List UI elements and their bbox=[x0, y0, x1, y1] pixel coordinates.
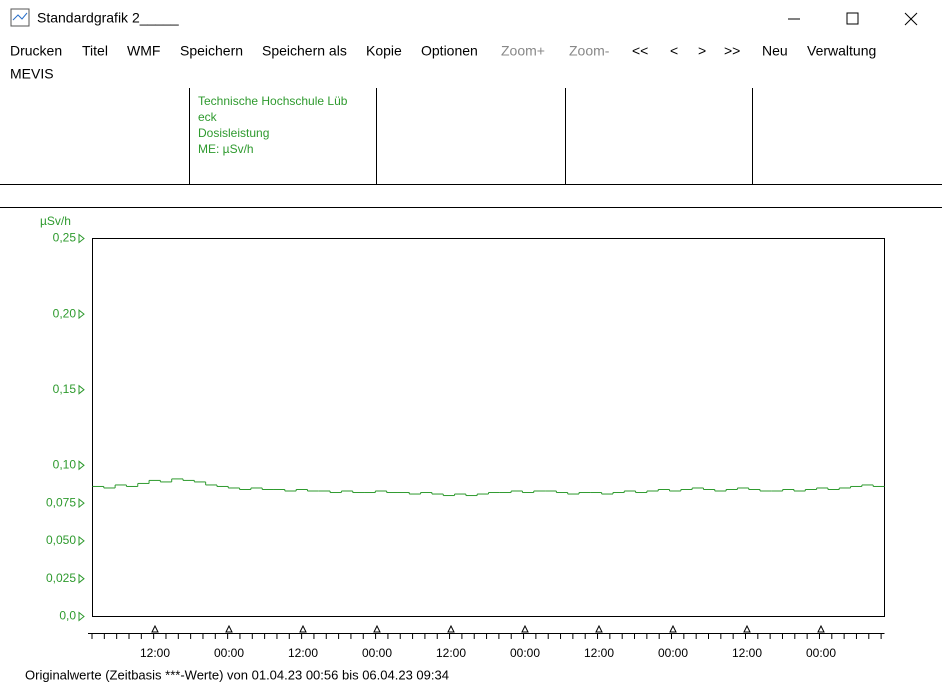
header-line: Technische Hochschule Lüb bbox=[198, 94, 348, 108]
y-tick-mark bbox=[78, 611, 85, 622]
header-line: Dosisleistung bbox=[198, 126, 269, 140]
x-tick-mark bbox=[447, 624, 455, 633]
x-tick-mark bbox=[225, 624, 233, 633]
menu-item[interactable]: Verwaltung bbox=[807, 43, 876, 59]
x-tick-label: 12:00 bbox=[288, 646, 318, 660]
x-tick-mark bbox=[151, 624, 159, 633]
x-tick-mark bbox=[299, 624, 307, 633]
y-tick-label: 0,0 bbox=[59, 609, 76, 623]
x-tick-label: 00:00 bbox=[510, 646, 540, 660]
y-tick-label: 0,10 bbox=[53, 457, 77, 471]
x-tick-label: 00:00 bbox=[362, 646, 392, 660]
y-tick-label: 0,050 bbox=[46, 533, 76, 547]
y-tick-mark bbox=[78, 498, 85, 509]
maximize-button[interactable] bbox=[846, 12, 859, 25]
header-line: eck bbox=[198, 110, 218, 124]
close-button[interactable] bbox=[904, 12, 918, 26]
header-line: ME: µSv/h bbox=[198, 142, 254, 156]
x-tick-mark bbox=[595, 624, 603, 633]
menu-item: Zoom- bbox=[569, 43, 610, 59]
y-tick-mark bbox=[78, 384, 85, 395]
x-tick-label: 00:00 bbox=[214, 646, 244, 660]
footer: Originalwerte (Zeitbasis ***-Werte) von … bbox=[25, 667, 449, 682]
menu-item[interactable]: >> bbox=[724, 43, 740, 59]
x-tick-mark bbox=[817, 624, 825, 633]
x-tick-label: 12:00 bbox=[584, 646, 614, 660]
window-title: Standardgrafik 2_____ bbox=[37, 10, 179, 26]
y-tick-mark bbox=[78, 460, 85, 471]
menu-item: Zoom+ bbox=[501, 43, 545, 59]
menu-item[interactable]: Speichern als bbox=[262, 43, 347, 59]
menu-item[interactable]: WMF bbox=[127, 43, 160, 59]
x-tick-label: 00:00 bbox=[806, 646, 836, 660]
y-tick-label: 0,20 bbox=[53, 306, 77, 320]
app-icon-graph bbox=[12, 12, 28, 21]
menu-item[interactable]: Optionen bbox=[421, 43, 478, 59]
menu-item[interactable]: < bbox=[670, 43, 678, 59]
menu-item[interactable]: MEVIS bbox=[10, 66, 54, 82]
menu-item[interactable]: Drucken bbox=[10, 43, 62, 59]
menu-item[interactable]: Speichern bbox=[180, 43, 243, 59]
chart: µSv/h 0,25 0,20 0,15 0,10 0,075 0,050 0,025 0,0 1… bbox=[25, 214, 885, 682]
y-axis-label: µSv/h bbox=[40, 214, 71, 228]
menu-bar: Drucken Titel WMF Speichern Speichern als Kop… bbox=[10, 43, 876, 82]
header-text: Technische Hochschule Lüb eck Dosisleistun… bbox=[198, 94, 348, 156]
y-tick-label: 0,25 bbox=[53, 231, 77, 245]
menu-item[interactable]: Neu bbox=[762, 43, 788, 59]
x-tick-label: 12:00 bbox=[140, 646, 170, 660]
y-tick-label: 0,025 bbox=[46, 571, 76, 585]
x-tick-mark bbox=[373, 624, 381, 633]
y-tick-label: 0,075 bbox=[46, 495, 76, 509]
y-tick-mark bbox=[78, 573, 85, 584]
plot-area bbox=[92, 238, 885, 617]
x-tick-label: 00:00 bbox=[658, 646, 688, 660]
x-tick-mark bbox=[743, 624, 751, 633]
y-tick-mark bbox=[78, 233, 85, 244]
x-tick-label: 12:00 bbox=[436, 646, 466, 660]
menu-item[interactable]: > bbox=[698, 43, 706, 59]
x-tick-label: 12:00 bbox=[732, 646, 762, 660]
y-tick-label: 0,15 bbox=[53, 382, 77, 396]
x-tick-mark bbox=[521, 624, 529, 633]
header-grid bbox=[0, 88, 942, 208]
menu-item[interactable]: Kopie bbox=[366, 43, 402, 59]
y-tick-mark bbox=[78, 309, 85, 320]
menu-item[interactable]: Titel bbox=[82, 43, 108, 59]
y-tick-mark bbox=[78, 535, 85, 546]
menu-item[interactable]: << bbox=[632, 43, 648, 59]
x-tick-mark bbox=[669, 624, 677, 633]
